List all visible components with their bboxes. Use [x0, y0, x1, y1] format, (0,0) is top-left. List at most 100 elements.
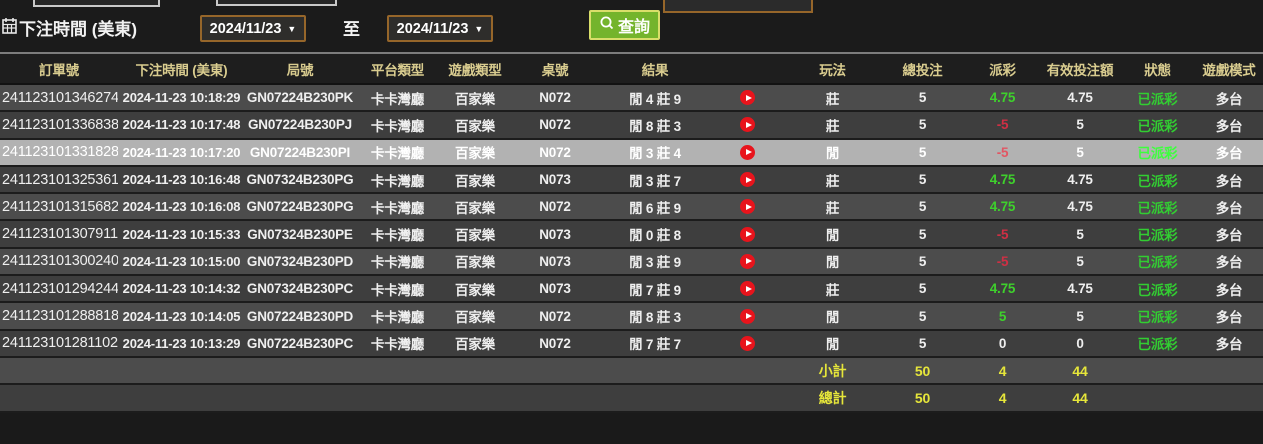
- result-cell: 閒 3 莊 9: [629, 255, 681, 271]
- play-icon[interactable]: [740, 90, 755, 106]
- table-body: 241123101346274 2024-11-23 10:18:29 GN0722…: [0, 85, 1263, 358]
- search-button[interactable]: 查詢: [589, 10, 661, 40]
- subtotal-valid-bet: 44: [1072, 362, 1088, 379]
- table-row[interactable]: 241123101288818 2024-11-23 10:14:05 GN0722…: [0, 303, 1263, 331]
- grand-total-empty-cell: [600, 385, 710, 411]
- subtotal-row: 小計 50 4 44: [0, 357, 1263, 386]
- table-row[interactable]: 241123101325361 2024-11-23 10:16:48 GN0732…: [0, 166, 1263, 195]
- filter-bar: 下注時間 (美東) 2024/11/23 ▼ 至 2024/11/23 ▼ 查詢: [0, 0, 1263, 52]
- payout-cell: -5: [996, 253, 1009, 269]
- play-triangle-icon: [745, 313, 752, 320]
- round-cell: GN07224B230PC: [246, 335, 354, 351]
- game-type-cell: 百家樂: [455, 200, 495, 216]
- date-to-select[interactable]: 2024/11/23 ▼: [387, 15, 493, 42]
- status-cell: 已派彩: [1137, 173, 1178, 189]
- mode-cell: 多台: [1215, 173, 1243, 189]
- round-cell: GN07324B230PD: [246, 253, 354, 269]
- round-cell: GN07224B230PD: [246, 308, 354, 324]
- status-cell: 已派彩: [1137, 310, 1178, 326]
- table-row[interactable]: 241123101294244 2024-11-23 10:14:32 GN0732…: [0, 276, 1263, 304]
- total-bet-cell: 5: [918, 90, 927, 106]
- bet-time-cell: 2024-11-23 10:17:48: [122, 117, 241, 133]
- result-cell: 閒 0 莊 8: [629, 228, 681, 244]
- play-icon[interactable]: [740, 172, 755, 188]
- order-cell: 241123101307911: [2, 226, 118, 243]
- replay-cell: [710, 85, 785, 110]
- replay-cell: [710, 331, 785, 356]
- play-icon[interactable]: [740, 117, 755, 133]
- date-from-select[interactable]: 2024/11/23 ▼: [200, 15, 306, 42]
- table-row[interactable]: 241123101300240 2024-11-23 10:15:00 GN0732…: [0, 248, 1263, 277]
- table-row[interactable]: 241123101346274 2024-11-23 10:18:29 GN0722…: [0, 85, 1263, 113]
- result-cell: 閒 3 莊 4: [629, 146, 681, 162]
- play-icon[interactable]: [740, 281, 755, 297]
- game-type-cell: 百家樂: [455, 337, 495, 353]
- bet-time-cell: 2024-11-23 10:17:20: [122, 144, 241, 160]
- table-row[interactable]: 241123101281102 2024-11-23 10:13:29 GN0722…: [0, 330, 1263, 358]
- payout-cell: -5: [996, 117, 1009, 133]
- date-to-value: 2024/11/23: [396, 20, 469, 37]
- mode-cell: 多台: [1215, 282, 1243, 298]
- table-no-cell: N072: [539, 199, 571, 215]
- game-type-cell: 百家樂: [455, 255, 495, 271]
- play-icon[interactable]: [740, 335, 755, 351]
- platform-cell: 卡卡灣廳: [370, 91, 425, 107]
- cutoff-input-right[interactable]: [663, 0, 813, 13]
- table-row[interactable]: 241123101307911 2024-11-23 10:15:33 GN0732…: [0, 221, 1263, 249]
- grand-total-empty-cell: [1120, 385, 1195, 411]
- play-icon[interactable]: [740, 226, 755, 242]
- table-row[interactable]: 241123101336838 2024-11-23 10:17:48 GN0722…: [0, 112, 1263, 140]
- bet-time-cell: 2024-11-23 10:13:29: [122, 335, 241, 351]
- game-type-cell: 百家樂: [455, 173, 495, 189]
- bet-time-cell: 2024-11-23 10:16:48: [122, 172, 241, 188]
- status-cell: 已派彩: [1137, 91, 1178, 107]
- total-bet-cell: 5: [918, 281, 927, 297]
- column-header-10: 派彩: [989, 62, 1016, 78]
- column-header-9: 總投注: [902, 62, 943, 78]
- table-row[interactable]: 241123101315682 2024-11-23 10:16:08 GN0722…: [0, 194, 1263, 222]
- platform-cell: 卡卡灣廳: [370, 337, 425, 353]
- grand-total-empty-cell: [355, 385, 440, 411]
- subtotal-empty-cell: [510, 358, 600, 384]
- bet-time-cell: 2024-11-23 10:15:00: [122, 253, 241, 269]
- mode-cell: 多台: [1215, 337, 1243, 353]
- valid-bet-cell: 5: [1076, 253, 1084, 269]
- play-icon[interactable]: [740, 253, 755, 269]
- grand-total-empty-cell: [510, 385, 600, 411]
- play-triangle-icon: [745, 340, 752, 347]
- play-icon[interactable]: [740, 144, 755, 160]
- cutoff-input-left[interactable]: [33, 0, 160, 7]
- game-type-cell: 百家樂: [455, 310, 495, 326]
- table-no-cell: N072: [539, 335, 571, 351]
- payout-cell: 0: [998, 335, 1007, 351]
- subtotal-empty-cell: [355, 358, 440, 384]
- grand-total-valid-bet: 44: [1072, 390, 1088, 407]
- cutoff-input-middle[interactable]: [216, 0, 337, 6]
- mode-cell: 多台: [1215, 118, 1243, 134]
- table-no-cell: N072: [539, 90, 571, 106]
- subtotal-empty-cell: [1120, 358, 1195, 384]
- valid-bet-cell: 5: [1076, 308, 1084, 324]
- play-icon[interactable]: [740, 199, 755, 215]
- total-bet-cell: 5: [918, 308, 927, 324]
- game-type-cell: 百家樂: [455, 228, 495, 244]
- result-cell: 閒 3 莊 7: [629, 173, 681, 189]
- calendar-icon: [2, 17, 17, 39]
- column-header-3: 平台類型: [370, 62, 425, 78]
- valid-bet-cell: 4.75: [1067, 199, 1093, 215]
- round-cell: GN07224B230PK: [246, 90, 354, 106]
- order-cell: 241123101331828: [2, 144, 118, 161]
- play-cell: 莊: [825, 91, 840, 107]
- play-icon[interactable]: [740, 308, 755, 324]
- replay-cell: [710, 112, 785, 137]
- payout-cell: 4.75: [989, 172, 1016, 188]
- status-cell: 已派彩: [1137, 228, 1178, 244]
- mode-cell: 多台: [1215, 310, 1243, 326]
- bet-time-cell: 2024-11-23 10:16:08: [122, 199, 241, 215]
- replay-cell: [710, 194, 785, 219]
- table-row[interactable]: 241123101331828 2024-11-23 10:17:20 GN0722…: [0, 139, 1263, 167]
- play-triangle-icon: [745, 258, 752, 265]
- play-cell: 閒: [825, 146, 840, 162]
- grand-total-empty-cell: [118, 385, 245, 411]
- platform-cell: 卡卡灣廳: [370, 200, 425, 216]
